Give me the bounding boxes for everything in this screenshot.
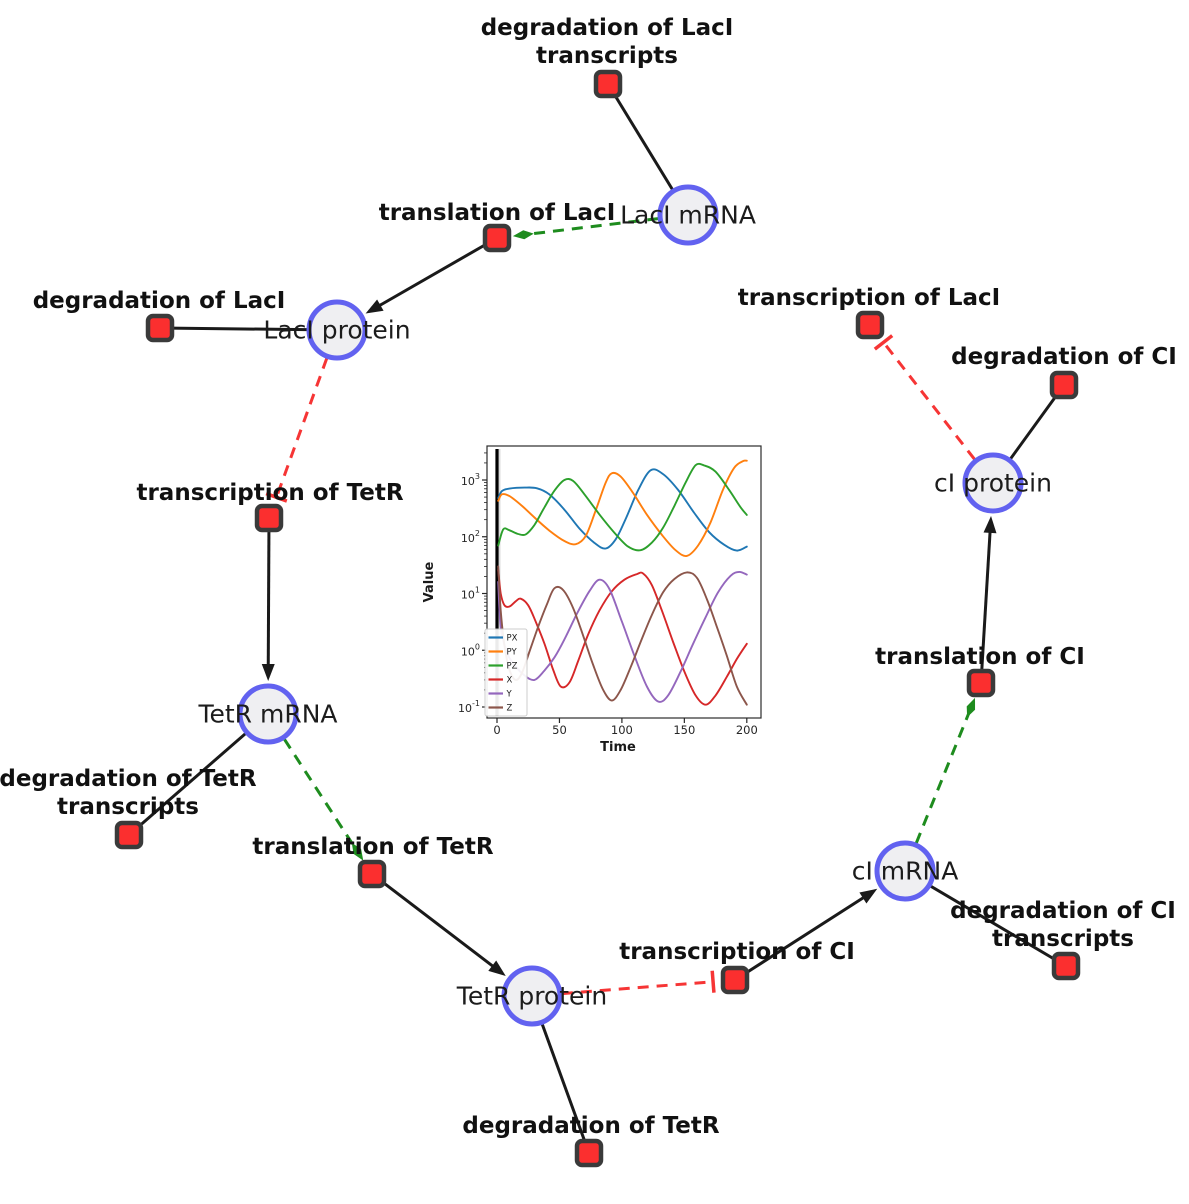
edge-inhibition-tetr_protein-txn_ci	[561, 980, 714, 996]
chart-legend-label-Y: Y	[506, 690, 513, 700]
chart-series-PZ	[497, 462, 748, 552]
chart-ytick-label: 101	[461, 585, 480, 601]
edge-consumption-tetr_mrna-deg_tetr_tx	[128, 712, 269, 837]
reaction-node-deg_tetr[interactable]	[574, 1138, 604, 1168]
species-node-laci_mrna[interactable]	[657, 184, 719, 246]
timeseries-inset-chart: 10-1 100 101 102 103 0 50 100 150 200 Time Value PX P…	[422, 445, 762, 755]
reaction-node-txn_ci[interactable]	[720, 965, 750, 995]
edge-modifier-laci_mrna-transl_laci	[526, 217, 659, 236]
chart-ytick-label: 102	[461, 528, 480, 544]
reaction-label-deg_laci_tx-line2: transcripts	[536, 43, 678, 69]
reaction-label-transl_tetr-line1: translation of TetR	[252, 834, 493, 860]
reaction-label-transl_ci-line1: translation of CI	[875, 644, 1085, 670]
chart-series-X	[497, 569, 748, 706]
reaction-node-txn_tetr[interactable]	[254, 503, 284, 533]
chart-ytick-label: 10-1	[458, 699, 480, 715]
reaction-label-deg_ci_tx-line2: transcripts	[992, 926, 1134, 952]
reaction-label-txn_laci-line1: transcription of LacI	[738, 285, 1001, 311]
edge-modifier-ci_mrna-transl_ci-arrowhead-icon	[966, 697, 976, 718]
reaction-label-deg_ci-line1: degradation of CI	[951, 344, 1177, 370]
species-node-ci_protein[interactable]	[962, 452, 1024, 514]
species-label-laci_protein: LacI protein	[263, 316, 410, 345]
edge-inhibition-ci_protein-txn_laci-tbar-icon	[873, 334, 894, 351]
edge-production-transl_ci-ci_protein	[979, 523, 993, 684]
chart-series-PY	[497, 459, 748, 557]
reaction-node-deg_ci[interactable]	[1049, 370, 1079, 400]
edge-production-transl_tetr-tetr_protein-arrowhead-icon	[488, 960, 506, 976]
species-node-tetr_protein[interactable]	[501, 965, 563, 1027]
chart-xtick-label: 50	[552, 723, 567, 737]
nodes-layer	[114, 69, 1081, 1168]
chart-xlabel: Time	[600, 740, 636, 755]
reaction-label-txn_tetr-line1: transcription of TetR	[136, 480, 403, 506]
edge-inhibition-ci_protein-txn_laci	[882, 341, 976, 461]
species-node-laci_protein[interactable]	[306, 299, 368, 361]
species-label-ci_mrna: cI mRNA	[852, 857, 959, 886]
edge-production-transl_laci-laci_protein-arrowhead-icon	[365, 299, 384, 314]
chart-legend-label-PY: PY	[507, 648, 518, 658]
edge-inhibition-laci_protein-txn_tetr-tbar-icon	[265, 491, 288, 503]
chart-legend-label-PZ: PZ	[507, 662, 518, 672]
chart-plot-area	[487, 446, 761, 718]
reaction-label-txn_ci-line1: transcription of CI	[619, 939, 855, 965]
reaction-node-deg_laci[interactable]	[145, 313, 175, 343]
edge-production-txn_tetr-tetr_mrna-arrowhead-icon	[261, 663, 275, 682]
chart-legend-label-PX: PX	[507, 634, 518, 644]
reaction-node-txn_laci[interactable]	[855, 310, 885, 340]
chart-xtick-label: 150	[673, 723, 695, 737]
reaction-label-deg_laci_tx-line1: degradation of LacI	[481, 15, 734, 41]
edge-production-txn_tetr-tetr_mrna	[266, 517, 271, 674]
species-node-ci_mrna[interactable]	[874, 840, 936, 902]
reaction-node-transl_tetr[interactable]	[357, 859, 387, 889]
reaction-label-deg_tetr_tx-line1: degradation of TetR	[0, 766, 257, 792]
reaction-node-transl_laci[interactable]	[482, 223, 512, 253]
chart-frame	[486, 445, 762, 719]
chart-ytick-label: 100	[461, 642, 480, 658]
reaction-label-transl_laci-line1: translation of LacI	[379, 200, 616, 226]
chart-legend-label-X: X	[507, 676, 513, 686]
reaction-label-deg_laci-line1: degradation of LacI	[33, 288, 286, 314]
chart-ylabel: Value	[422, 561, 437, 602]
reaction-label-deg_tetr_tx-line2: transcripts	[57, 794, 199, 820]
edge-modifier-tetr_mrna-transl_tetr-arrowhead-icon	[351, 842, 364, 861]
chart-legend-label-Z: Z	[507, 704, 513, 714]
reaction-node-deg_ci_tx[interactable]	[1051, 951, 1081, 981]
reaction-node-transl_ci[interactable]	[966, 668, 996, 698]
edge-production-transl_ci-ci_protein-arrowhead-icon	[983, 515, 997, 534]
edge-production-transl_laci-laci_protein	[371, 236, 498, 311]
labels-layer: degradation of LacItranscriptstranslatio…	[0, 15, 1177, 1139]
edge-consumption-ci_mrna-deg_ci_tx	[904, 869, 1067, 968]
reaction-node-deg_tetr_tx[interactable]	[114, 820, 144, 850]
edge-inhibition-laci_protein-txn_tetr	[275, 357, 329, 498]
species-node-tetr_mrna[interactable]	[237, 683, 299, 745]
edge-inhibition-tetr_protein-txn_ci-tbar-icon	[710, 970, 716, 993]
species-label-laci_mrna: LacI mRNA	[620, 201, 756, 230]
edge-production-txn_ci-ci_mrna-arrowhead-icon	[859, 888, 878, 904]
edge-modifier-laci_mrna-transl_laci-arrowhead-icon	[512, 230, 534, 240]
chart-xtick-label: 100	[611, 723, 633, 737]
chart-ytick-label: 103	[461, 472, 480, 488]
chart-xtick-label: 200	[736, 723, 758, 737]
chart-xtick-label: 0	[493, 723, 500, 737]
reaction-node-deg_laci_tx[interactable]	[593, 69, 623, 99]
edge-production-txn_ci-ci_mrna	[734, 891, 872, 982]
species-label-tetr_protein: TetR protein	[456, 982, 607, 1011]
edge-modifier-tetr_mrna-transl_tetr	[283, 738, 357, 850]
reaction-label-deg_ci_tx-line1: degradation of CI	[950, 898, 1176, 924]
species-label-ci_protein: cI protein	[934, 469, 1052, 498]
reaction-label-deg_tetr-line1: degradation of TetR	[462, 1113, 719, 1139]
chart-series-PX	[497, 468, 748, 552]
edge-production-transl_tetr-tetr_protein	[371, 872, 501, 973]
species-label-tetr_mrna: TetR mRNA	[197, 700, 337, 729]
edge-modifier-ci_mrna-transl_ci	[914, 710, 972, 844]
